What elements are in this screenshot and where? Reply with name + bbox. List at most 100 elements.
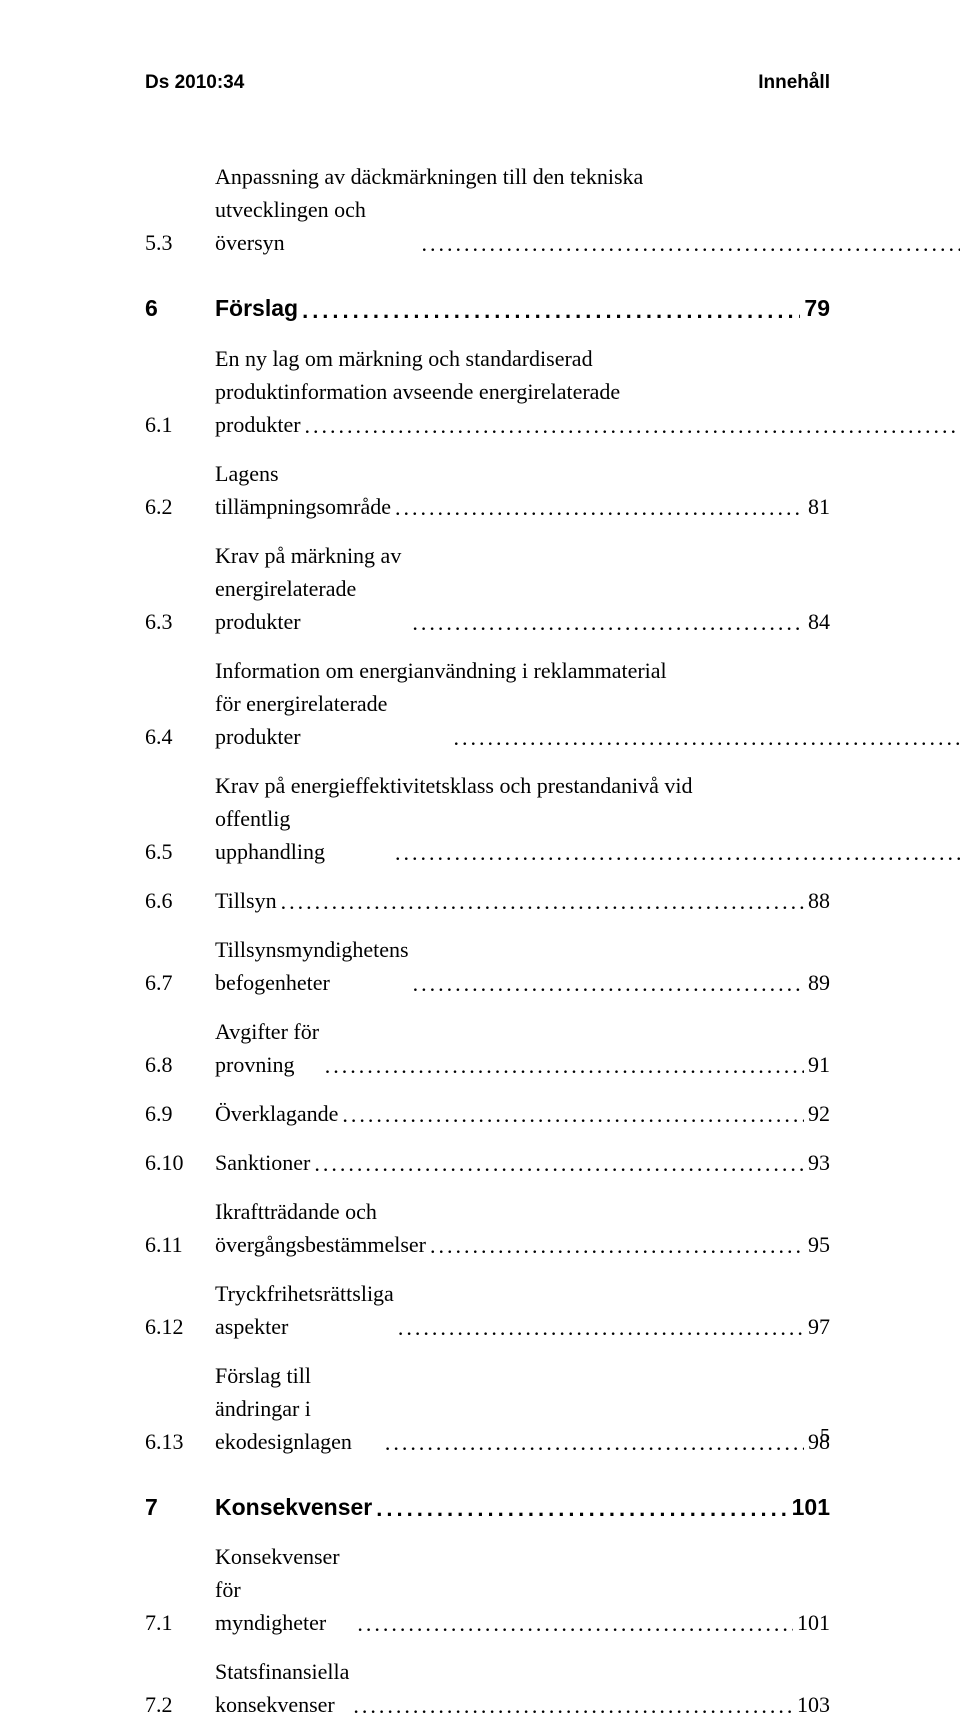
toc-number: 7 (145, 1490, 215, 1525)
toc-leader: ........................................… (321, 1049, 804, 1082)
toc-gap (145, 759, 830, 769)
toc-label-line: produktinformation avseende energirelate… (215, 375, 960, 408)
toc-label-lastline: offentlig upphandling...................… (215, 802, 960, 868)
toc-number: 6 (145, 291, 215, 326)
toc-number: 6.9 (145, 1097, 215, 1130)
toc-label: Lagens tillämpningsområde (215, 457, 391, 523)
toc-label-line: En ny lag om märkning och standardiserad (215, 342, 960, 375)
toc-label: för energirelaterade produkter (215, 687, 450, 753)
toc-gap (145, 332, 830, 342)
toc-row: 6.13Förslag till ändringar i ekodesignla… (145, 1359, 830, 1458)
toc-number: 6.4 (145, 720, 215, 753)
toc-number: 6.3 (145, 605, 215, 638)
toc-label-multiline: En ny lag om märkning och standardiserad… (215, 342, 960, 441)
toc-row: 6Förslag................................… (145, 291, 830, 326)
toc-number: 6.7 (145, 966, 215, 999)
toc-row: 7.1Konsekvenser för myndigheter.........… (145, 1540, 830, 1639)
toc-page: 93 (804, 1146, 830, 1179)
toc-gap (145, 265, 830, 291)
toc-gap (145, 1530, 830, 1540)
toc-number: 6.12 (145, 1310, 215, 1343)
toc-gap (145, 1349, 830, 1359)
toc-label: Konsekvenser (215, 1490, 372, 1525)
toc-page: 92 (804, 1097, 830, 1130)
toc-row: 6.9Överklagande.........................… (145, 1097, 830, 1130)
toc-page: 95 (804, 1228, 830, 1261)
toc-gap (145, 1645, 830, 1655)
toc-label: Avgifter för provning (215, 1015, 321, 1081)
toc-page: 88 (804, 884, 830, 917)
toc-gap (145, 923, 830, 933)
toc-label-multiline: Anpassning av däckmärkningen till den te… (215, 160, 960, 259)
toc-label: Sanktioner (215, 1146, 310, 1179)
toc-page: 101 (788, 1490, 830, 1525)
toc-page: 84 (804, 605, 830, 638)
toc-label: Ikraftträdande och övergångsbestämmelser (215, 1195, 426, 1261)
toc-row: 6.8Avgifter för provning................… (145, 1015, 830, 1081)
toc-number: 6.8 (145, 1048, 215, 1081)
toc-leader: ........................................… (381, 1426, 804, 1459)
toc-row: 6.1En ny lag om märkning och standardise… (145, 342, 830, 441)
toc-row: 6.6Tillsyn..............................… (145, 884, 830, 917)
toc-leader: ........................................… (450, 721, 960, 754)
toc-row: 6.5Krav på energieffektivitetsklass och … (145, 769, 830, 868)
toc-label-line: Information om energianvändning i reklam… (215, 654, 960, 687)
toc-label: Konsekvenser för myndigheter (215, 1540, 353, 1639)
toc-number: 6.6 (145, 884, 215, 917)
toc-label: Statsfinansiella konsekvenser (215, 1655, 349, 1721)
toc-leader: ........................................… (310, 1147, 804, 1180)
toc-gap (145, 874, 830, 884)
toc-gap (145, 1464, 830, 1490)
toc-label: Överklagande (215, 1097, 338, 1130)
toc-row: 7Konsekvenser...........................… (145, 1490, 830, 1525)
toc-row: 6.10Sanktioner..........................… (145, 1146, 830, 1179)
toc-label-lastline: för energirelaterade produkter..........… (215, 687, 960, 753)
toc-row: 6.7Tillsynsmyndighetens befogenheter....… (145, 933, 830, 999)
toc-row: 6.3Krav på märkning av energirelaterade … (145, 539, 830, 638)
toc-leader: ........................................… (417, 227, 960, 260)
toc-row: 6.4Information om energianvändning i rek… (145, 654, 830, 753)
toc-label: Förslag till ändringar i ekodesignlagen (215, 1359, 381, 1458)
toc-label-line: Krav på energieffektivitetsklass och pre… (215, 769, 960, 802)
toc-row: 7.2Statsfinansiella konsekvenser........… (145, 1655, 830, 1721)
toc-page: 91 (804, 1048, 830, 1081)
toc-gap (145, 529, 830, 539)
toc-number: 6.10 (145, 1146, 215, 1179)
toc-gap (145, 1005, 830, 1015)
table-of-contents: 5.3Anpassning av däckmärkningen till den… (145, 160, 830, 1721)
page-number: 5 (820, 1425, 830, 1448)
toc-label: produkter (215, 408, 301, 441)
toc-page: 81 (804, 490, 830, 523)
toc-label: Tillsynsmyndighetens befogenheter (215, 933, 409, 999)
toc-label-lastline: utvecklingen och översyn................… (215, 193, 960, 259)
toc-leader: ........................................… (372, 1492, 787, 1525)
toc-leader: ........................................… (391, 836, 960, 869)
toc-number: 6.2 (145, 490, 215, 523)
document-page: Ds 2010:34 Innehåll 5.3Anpassning av däc… (0, 0, 960, 1533)
toc-number: 5.3 (145, 226, 215, 259)
toc-number: 6.1 (145, 408, 215, 441)
toc-label: Krav på märkning av energirelaterade pro… (215, 539, 408, 638)
toc-row: 5.3Anpassning av däckmärkningen till den… (145, 160, 830, 259)
toc-label: Tryckfrihetsrättsliga aspekter (215, 1277, 394, 1343)
running-head: Ds 2010:34 Innehåll (145, 72, 830, 94)
toc-leader: ........................................… (301, 409, 960, 442)
toc-page: 89 (804, 966, 830, 999)
toc-gap (145, 1267, 830, 1277)
toc-gap (145, 1087, 830, 1097)
toc-leader: ........................................… (277, 885, 804, 918)
toc-page: 79 (800, 291, 830, 326)
toc-number: 7.2 (145, 1688, 215, 1721)
toc-label: utvecklingen och översyn (215, 193, 417, 259)
toc-leader: ........................................… (408, 606, 804, 639)
toc-page: 101 (793, 1606, 830, 1639)
toc-leader: ........................................… (353, 1607, 793, 1640)
toc-leader: ........................................… (298, 294, 800, 327)
toc-label: Tillsyn (215, 884, 277, 917)
toc-number: 7.1 (145, 1606, 215, 1639)
toc-row: 6.2Lagens tillämpningsområde............… (145, 457, 830, 523)
toc-leader: ........................................… (409, 967, 804, 1000)
toc-row: 6.12Tryckfrihetsrättsliga aspekter......… (145, 1277, 830, 1343)
toc-label-multiline: Krav på energieffektivitetsklass och pre… (215, 769, 960, 868)
toc-leader: ........................................… (426, 1229, 804, 1262)
